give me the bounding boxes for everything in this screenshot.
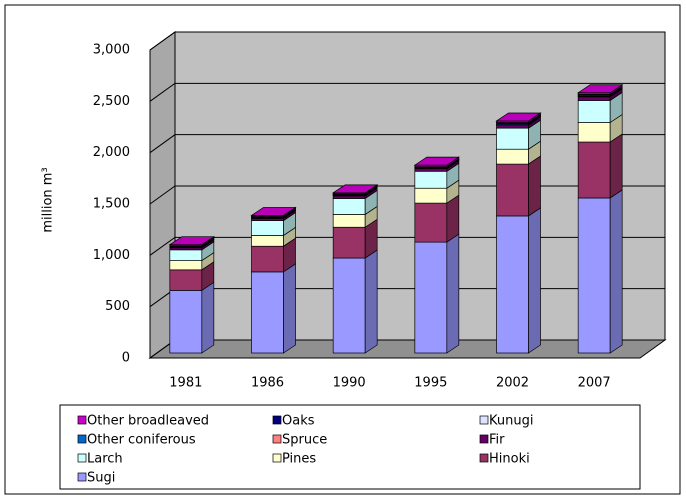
y-tick-label: 2,000: [93, 145, 130, 160]
legend-swatch: [272, 453, 282, 463]
y-tick-label: 1,500: [93, 197, 130, 212]
legend-label: Other coniferous: [87, 433, 196, 448]
x-tick-label: 1981: [169, 376, 202, 391]
legend-swatch: [77, 472, 87, 482]
bar-side: [528, 155, 541, 217]
bar-top: [413, 156, 460, 166]
bar-segment: [169, 290, 203, 354]
y-tick-label: 0: [122, 351, 130, 366]
legend-label: Other broadleaved: [87, 414, 209, 429]
x-tick-label: 1995: [414, 376, 447, 391]
grid-line: [149, 82, 665, 102]
y-tick-label: 3,000: [93, 43, 130, 58]
bar-segment: [332, 226, 366, 259]
legend-label: Spruce: [282, 433, 327, 448]
legend-swatch: [77, 434, 87, 444]
bar-segment: [332, 198, 366, 215]
bar-side: [528, 207, 541, 354]
legend-label: Fir: [489, 433, 505, 448]
legend-box: [59, 404, 641, 490]
legend-swatch: [77, 415, 87, 425]
bar-top: [577, 84, 624, 94]
bar-segment: [169, 260, 203, 271]
x-tick-label: 2007: [578, 376, 611, 391]
bar-segment: [577, 96, 611, 101]
bar-segment: [414, 170, 448, 189]
bar-segment: [169, 249, 203, 261]
bar-segment: [496, 127, 529, 150]
y-axis-title: million m³: [41, 167, 56, 232]
y-tick-label: 2,500: [93, 94, 130, 109]
bar-segment: [251, 271, 284, 354]
legend-swatch: [77, 453, 87, 463]
bar-segment: [332, 195, 366, 199]
legend-label: Kunugi: [489, 414, 533, 429]
bar-segment: [332, 214, 366, 228]
legend-label: Sugi: [87, 471, 115, 486]
bar-segment: [577, 100, 611, 123]
bar-segment: [496, 215, 529, 354]
legend-swatch: [479, 453, 489, 463]
x-tick-label: 1986: [251, 376, 284, 391]
bar-segment: [251, 245, 284, 273]
bar-segment: [251, 220, 284, 236]
bar-segment: [577, 197, 611, 354]
bar-side: [364, 249, 378, 354]
legend-swatch: [479, 415, 489, 425]
y-tick-label: 500: [105, 299, 130, 314]
bar-top: [332, 184, 379, 194]
bar-segment: [496, 124, 529, 129]
legend-label: Larch: [87, 452, 123, 467]
bar-side: [283, 263, 296, 354]
bar-side: [446, 233, 460, 354]
legend-label: Hinoki: [489, 452, 530, 467]
bar-top: [495, 112, 542, 122]
bar-segment: [169, 269, 203, 291]
bar-segment: [577, 141, 611, 199]
bar-segment: [414, 202, 448, 243]
bar-segment: [251, 235, 284, 247]
bar-segment: [414, 187, 448, 204]
bar-side: [201, 281, 215, 354]
bar-top: [168, 236, 215, 246]
bar-segment: [496, 148, 529, 165]
bar-segment: [577, 122, 611, 143]
bar-segment: [414, 168, 448, 172]
legend-swatch: [479, 434, 489, 444]
grid-line: [149, 31, 665, 51]
bar-segment: [496, 163, 529, 217]
bar-segment: [414, 241, 448, 354]
bar-top: [250, 207, 297, 216]
legend-label: Oaks: [282, 414, 315, 429]
legend-swatch: [272, 434, 282, 444]
bar-side: [609, 133, 623, 199]
legend-label: Pines: [282, 452, 316, 467]
y-tick-label: 1,000: [93, 248, 130, 263]
legend-swatch: [272, 415, 282, 425]
x-tick-label: 2002: [496, 376, 529, 391]
bar-segment: [332, 257, 366, 354]
bar-side: [609, 189, 623, 354]
x-tick-label: 1990: [333, 376, 366, 391]
